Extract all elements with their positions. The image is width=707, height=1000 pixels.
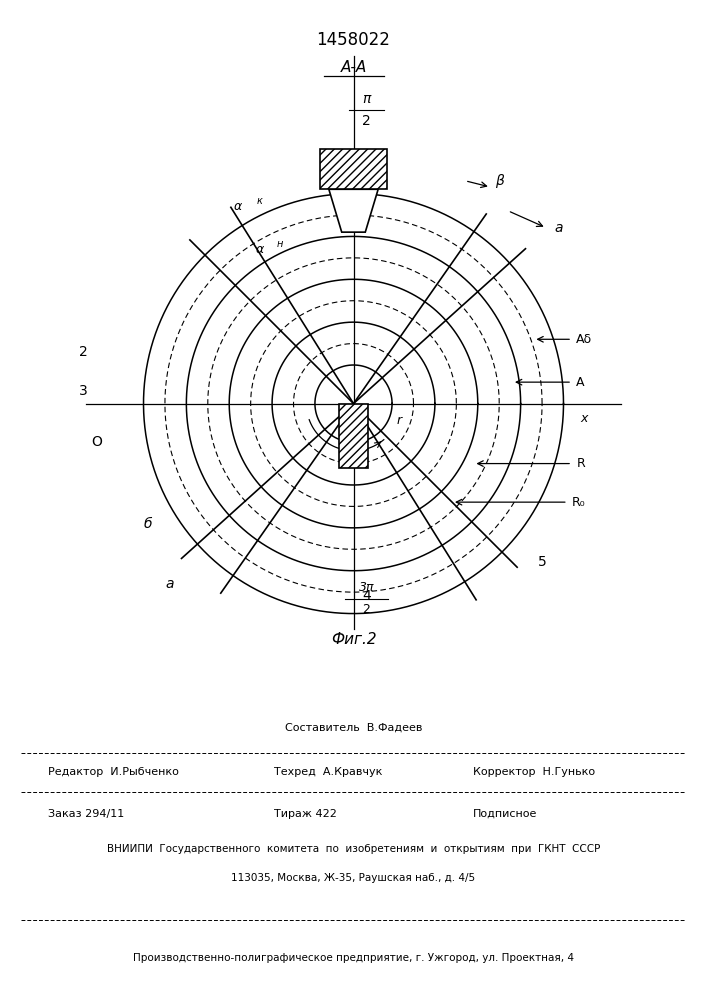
Text: Составитель  В.Фадеев: Составитель В.Фадеев: [285, 723, 422, 733]
Text: 4: 4: [362, 589, 370, 603]
Text: α: α: [234, 200, 242, 213]
Bar: [320, 149, 387, 189]
Text: Редактор  И.Рыбченко: Редактор И.Рыбченко: [48, 767, 179, 777]
Text: Техред  А.Кравчук: Техред А.Кравчук: [274, 767, 382, 777]
Text: a: a: [165, 577, 173, 591]
Bar: [339, 404, 368, 468]
Text: A-A: A-A: [340, 60, 367, 75]
Text: Тираж 422: Тираж 422: [274, 809, 337, 819]
Text: Производственно-полиграфическое предприятие, г. Ужгород, ул. Проектная, 4: Производственно-полиграфическое предприя…: [133, 953, 574, 963]
Text: к: к: [257, 196, 263, 206]
Text: 3: 3: [79, 384, 88, 398]
Text: н: н: [276, 239, 283, 249]
Text: x: x: [580, 412, 588, 425]
Text: Подписное: Подписное: [473, 809, 537, 819]
Text: a: a: [555, 221, 563, 235]
Text: π: π: [362, 92, 370, 106]
Text: β: β: [495, 174, 504, 188]
Text: ВНИИПИ  Государственного  комитета  по  изобретениям  и  открытиям  при  ГКНТ  С: ВНИИПИ Государственного комитета по изоб…: [107, 844, 600, 854]
Text: б: б: [144, 517, 152, 531]
Text: O: O: [91, 435, 102, 449]
Text: Заказ 294/11: Заказ 294/11: [48, 809, 124, 819]
Text: A: A: [576, 376, 585, 389]
Text: R: R: [576, 457, 585, 470]
Text: α: α: [255, 243, 264, 256]
Text: 2: 2: [79, 345, 88, 359]
Text: 2: 2: [363, 603, 370, 616]
Text: Фиг.2: Фиг.2: [331, 632, 376, 647]
Polygon shape: [329, 189, 378, 232]
Text: Корректор  Н.Гунько: Корректор Н.Гунько: [473, 767, 595, 777]
Text: R₀: R₀: [572, 496, 585, 509]
Text: O: O: [341, 441, 349, 451]
Text: 113035, Москва, Ж-35, Раушская наб., д. 4/5: 113035, Москва, Ж-35, Раушская наб., д. …: [231, 873, 476, 883]
Text: 3π: 3π: [358, 581, 374, 594]
Text: Aδ: Aδ: [576, 333, 592, 346]
Text: 2: 2: [362, 114, 370, 128]
Text: 1458022: 1458022: [317, 31, 390, 49]
Text: 5: 5: [538, 555, 547, 569]
Text: r: r: [397, 414, 402, 427]
